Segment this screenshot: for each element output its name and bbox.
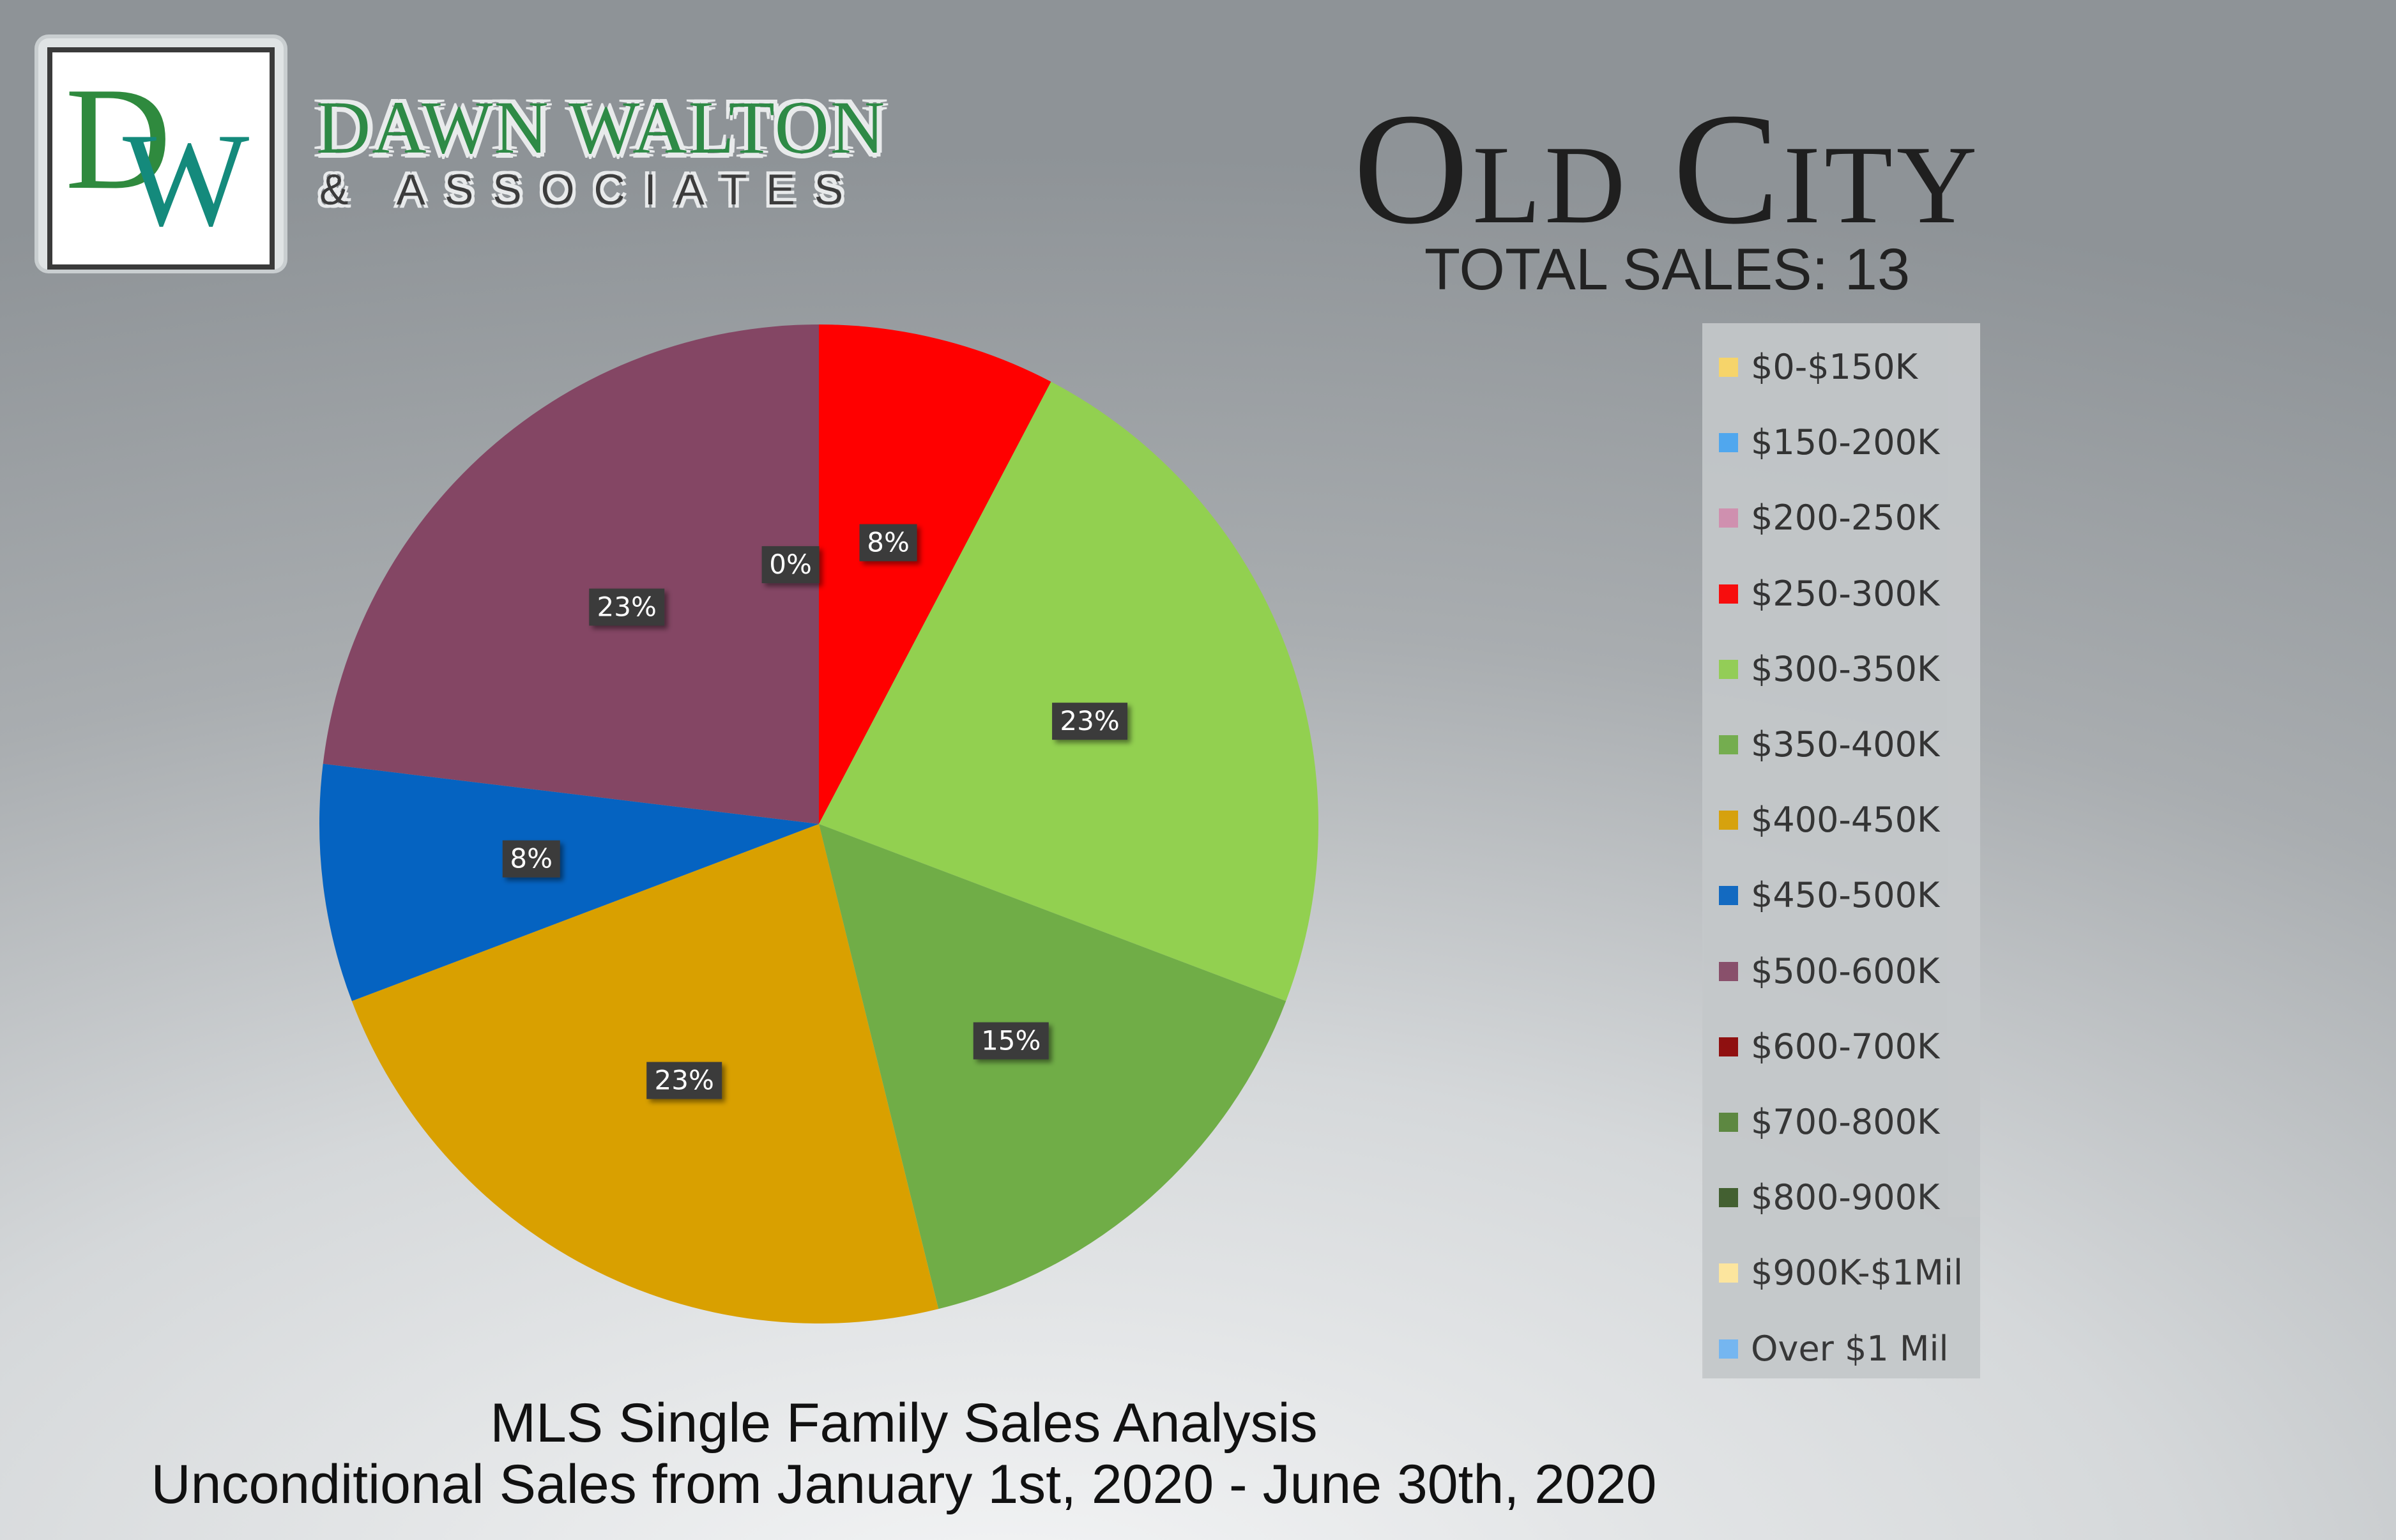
- legend-label: $200-250K: [1751, 498, 1940, 538]
- legend-item: $350-400K: [1719, 717, 1981, 768]
- total-sales: TOTAL SALES: 13: [1424, 237, 1911, 302]
- pie-slice: [819, 324, 1051, 824]
- pie-slice: [819, 824, 1286, 1309]
- legend-label: Over $1 Mil: [1751, 1328, 1949, 1369]
- data-label-box: [1052, 703, 1128, 740]
- legend-label: $700-800K: [1751, 1102, 1940, 1142]
- logo-letter-d: D: [65, 57, 172, 220]
- pie-slice: [323, 324, 819, 824]
- legend-item: $700-800K: [1719, 1095, 1981, 1146]
- legend-swatch: [1719, 433, 1738, 453]
- data-label-text: 8%: [510, 843, 553, 874]
- data-label-text: 0%: [769, 549, 812, 580]
- legend-label: $0-$150K: [1751, 347, 1918, 387]
- legend-swatch: [1719, 508, 1738, 528]
- date-range: Unconditional Sales from January 1st, 20…: [151, 1454, 1657, 1515]
- logo-letter-w: W: [123, 106, 250, 254]
- legend-swatch: [1719, 1037, 1738, 1056]
- legend-swatch: [1719, 735, 1738, 754]
- data-label-text: 23%: [655, 1065, 714, 1096]
- data-label-text: 23%: [597, 591, 657, 623]
- data-label: 8%: [502, 840, 560, 878]
- logo: D W: [38, 38, 284, 270]
- data-label-text: 8%: [867, 527, 910, 558]
- legend-item: $150-200K: [1719, 415, 1981, 466]
- legend-item: $250-300K: [1719, 567, 1981, 618]
- legend-item: $800-900K: [1719, 1170, 1981, 1221]
- legend-item: $200-250K: [1719, 491, 1981, 542]
- data-label-box: [859, 524, 917, 561]
- data-label-text: 15%: [981, 1025, 1041, 1056]
- legend-swatch: [1719, 1339, 1738, 1359]
- chart-title: Old City: [1353, 80, 1981, 257]
- logo-monogram: D W: [47, 47, 275, 270]
- data-label: 8%: [859, 524, 917, 561]
- legend-label: $900K-$1Mil: [1751, 1253, 1963, 1293]
- data-label-box: [502, 840, 560, 878]
- data-label: 23%: [1052, 703, 1128, 740]
- legend-item: $0-$150K: [1719, 340, 1981, 391]
- legend-swatch: [1719, 1263, 1738, 1283]
- legend-label: $350-400K: [1751, 724, 1940, 765]
- legend-swatch: [1719, 584, 1738, 604]
- pie-slice: [819, 381, 1318, 1002]
- legend-item: $300-350K: [1719, 642, 1981, 693]
- data-label-text: 23%: [1060, 705, 1119, 736]
- pie-slice: [319, 763, 819, 1002]
- legend-item: $900K-$1Mil: [1719, 1246, 1981, 1297]
- chart-subtitle: MLS Single Family Sales Analysis: [490, 1392, 1318, 1454]
- legend-swatch: [1719, 358, 1738, 377]
- data-label-box: [589, 588, 665, 626]
- data-label: 23%: [646, 1062, 722, 1099]
- legend-label: $600-700K: [1751, 1026, 1940, 1067]
- brand-subtitle: & ASSOCIATES: [319, 165, 863, 214]
- legend-label: $150-200K: [1751, 422, 1940, 463]
- chart-legend: $0-$150K $150-200K $200-250K $250-300K $300-…: [1702, 323, 1980, 1378]
- legend-label: $250-300K: [1751, 573, 1940, 614]
- data-label-box: [761, 546, 820, 584]
- brand-name: DAWN WALTON: [316, 86, 887, 169]
- legend-label: $400-450K: [1751, 800, 1940, 841]
- data-label-box: [646, 1062, 722, 1099]
- legend-item: $500-600K: [1719, 944, 1981, 995]
- legend-label: $450-500K: [1751, 875, 1940, 916]
- pie-slice: [351, 824, 939, 1323]
- data-label-box: [973, 1022, 1049, 1060]
- legend-label: $500-600K: [1751, 950, 1940, 991]
- legend-swatch: [1719, 1188, 1738, 1208]
- data-label: 0%: [761, 546, 820, 584]
- legend-swatch: [1719, 659, 1738, 679]
- legend-item: $600-700K: [1719, 1019, 1981, 1071]
- legend-swatch: [1719, 886, 1738, 906]
- legend-swatch: [1719, 961, 1738, 981]
- legend-swatch: [1719, 1113, 1738, 1132]
- legend-item: Over $1 Mil: [1719, 1322, 1981, 1373]
- legend-item: $400-450K: [1719, 793, 1981, 844]
- data-label: 15%: [973, 1022, 1049, 1060]
- legend-item: $450-500K: [1719, 868, 1981, 919]
- legend-label: $800-900K: [1751, 1177, 1940, 1218]
- legend-swatch: [1719, 811, 1738, 830]
- data-label: 23%: [589, 588, 665, 626]
- legend-label: $300-350K: [1751, 648, 1940, 689]
